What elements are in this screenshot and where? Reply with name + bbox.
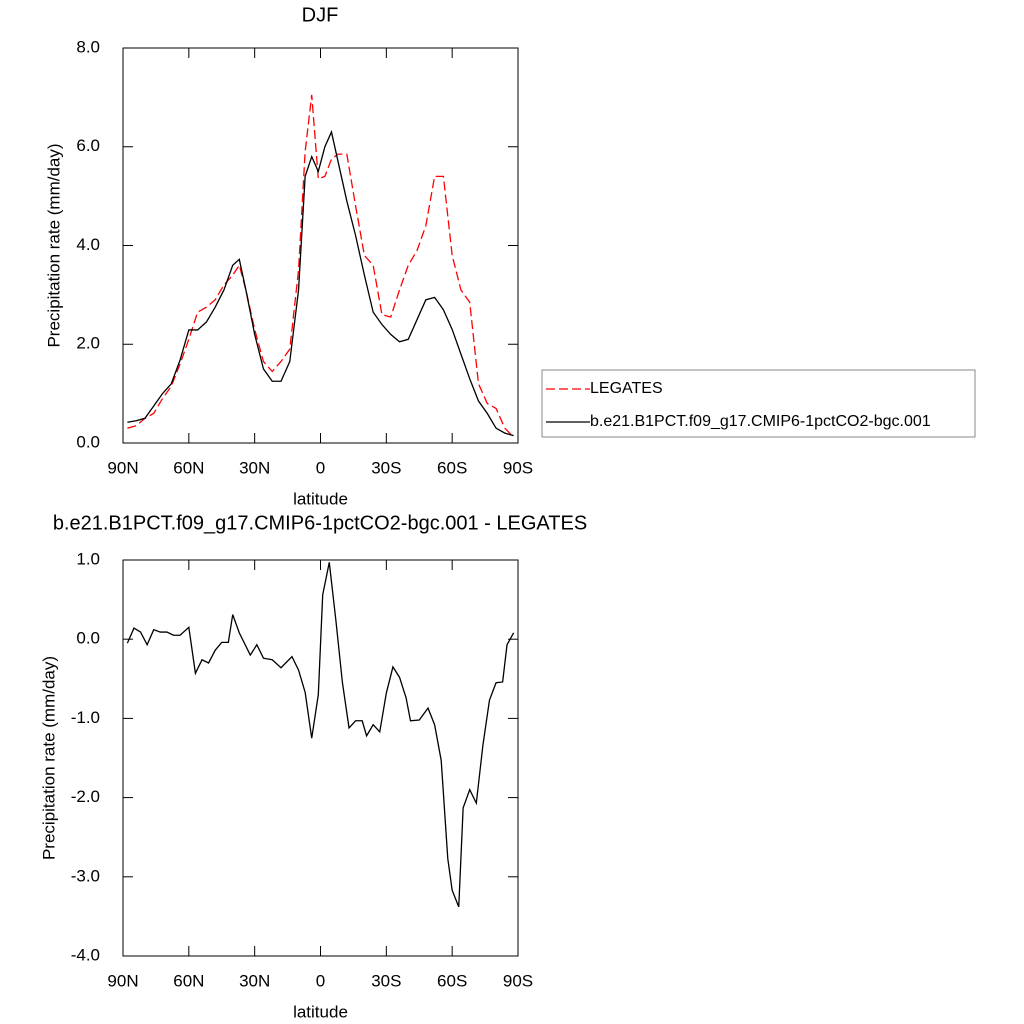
data-line — [127, 129, 514, 437]
x-tick-label: 90S — [503, 971, 533, 990]
y-tick-label: 6.0 — [76, 136, 100, 155]
x-tick-label: 90S — [503, 458, 533, 477]
data-line — [127, 94, 515, 438]
legend-label: LEGATES — [590, 380, 663, 397]
plot-frame — [122, 47, 519, 444]
x-tick-label: 30S — [371, 971, 401, 990]
x-tick-label: 60N — [173, 458, 204, 477]
x-tick-label: 60S — [437, 971, 467, 990]
y-tick-label: 0.0 — [76, 629, 100, 648]
y-tick-label: 8.0 — [76, 37, 100, 56]
y-axis-label: Precipitation rate (mm/day) — [39, 656, 58, 860]
x-tick-label: 30N — [239, 971, 270, 990]
x-tick-label: 30N — [239, 458, 270, 477]
x-tick-label: 60S — [437, 458, 467, 477]
y-tick-label: 2.0 — [76, 334, 100, 353]
y-tick-label: -1.0 — [71, 708, 100, 727]
legend-box — [541, 369, 976, 438]
x-tick-label: 0 — [316, 971, 325, 990]
chart-title: DJF — [302, 4, 339, 26]
x-tick-label: 90N — [107, 971, 138, 990]
x-tick-label: 0 — [316, 458, 325, 477]
y-tick-label: 0.0 — [76, 432, 100, 451]
x-tick-label: 90N — [107, 458, 138, 477]
y-tick-label: 1.0 — [76, 549, 100, 568]
y-tick-label: 4.0 — [76, 235, 100, 254]
y-tick-label: -4.0 — [71, 945, 100, 964]
x-tick-label: 30S — [371, 458, 401, 477]
y-tick-label: -3.0 — [71, 866, 100, 885]
y-tick-label: -2.0 — [71, 787, 100, 806]
chart-title: b.e21.B1PCT.f09_g17.CMIP6-1pctCO2-bgc.00… — [53, 512, 587, 534]
x-axis-label: latitude — [293, 1002, 348, 1021]
y-axis-label: Precipitation rate (mm/day) — [44, 143, 63, 347]
x-axis-label: latitude — [293, 489, 348, 508]
data-line — [126, 562, 515, 908]
legend-label: b.e21.B1PCT.f09_g17.CMIP6-1pctCO2-bgc.00… — [590, 413, 931, 430]
x-tick-label: 60N — [173, 971, 204, 990]
